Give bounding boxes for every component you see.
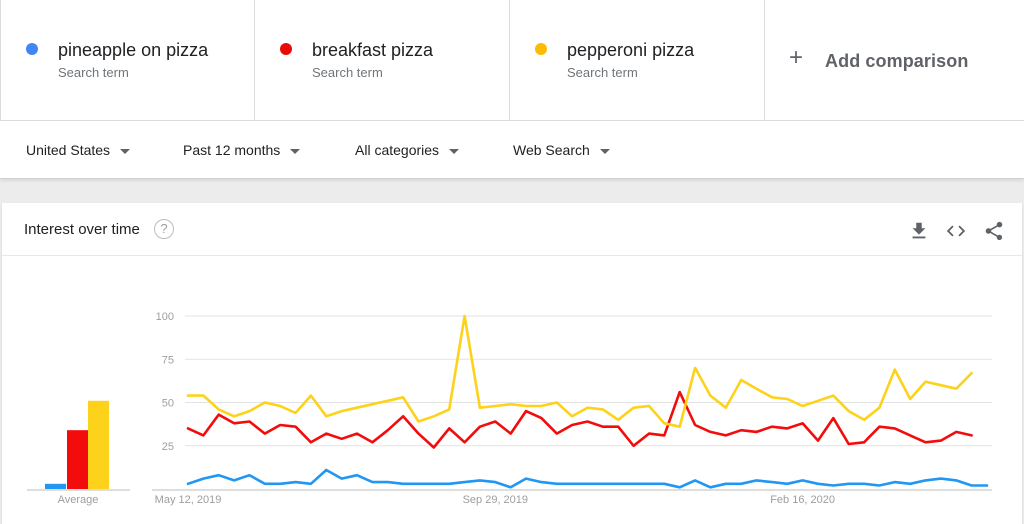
term-name: breakfast pizza bbox=[312, 40, 434, 60]
region-dropdown[interactable]: United States bbox=[26, 142, 131, 158]
term-type-label: Search term bbox=[567, 65, 638, 80]
help-icon[interactable]: ? bbox=[154, 219, 174, 239]
category-dropdown[interactable]: All categories bbox=[355, 142, 460, 158]
average-bar bbox=[67, 430, 88, 489]
comparison-terms-bar: pineapple on pizza Search term breakfast… bbox=[0, 0, 1024, 121]
share-icon[interactable] bbox=[983, 220, 1005, 242]
time-range-value: Past 12 months bbox=[183, 142, 281, 158]
x-tick-label: Sep 29, 2019 bbox=[463, 494, 528, 506]
term-name: pepperoni pizza bbox=[567, 40, 695, 60]
card-title: Interest over time bbox=[24, 221, 140, 238]
y-tick-label: 75 bbox=[162, 354, 174, 366]
interest-over-time-card: Interest over time ? 100 75 50 25 May 12, 20… bbox=[2, 203, 1022, 524]
term-type-label: Search term bbox=[312, 65, 383, 80]
dropdown-arrow-icon bbox=[599, 148, 610, 154]
average-bar bbox=[88, 400, 109, 489]
series-line-pineapple-on-pizza bbox=[186, 468, 989, 489]
series-color-dot bbox=[535, 43, 547, 55]
time-range-dropdown[interactable]: Past 12 months bbox=[183, 142, 301, 158]
average-bar bbox=[45, 483, 66, 489]
dropdown-arrow-icon bbox=[449, 148, 460, 154]
series-line-pepperoni-pizza bbox=[186, 314, 973, 428]
filter-bar: United States Past 12 months All categor… bbox=[0, 121, 1024, 179]
region-value: United States bbox=[26, 142, 111, 158]
search-property-dropdown[interactable]: Web Search bbox=[513, 142, 610, 158]
series-color-dot bbox=[280, 43, 292, 55]
add-comparison-label: Add comparison bbox=[825, 51, 969, 71]
term-card-2[interactable]: breakfast pizza Search term bbox=[255, 0, 510, 120]
y-tick-label: 50 bbox=[162, 398, 174, 410]
term-name: pineapple on pizza bbox=[58, 40, 209, 60]
term-type-label: Search term bbox=[58, 65, 129, 80]
dropdown-arrow-icon bbox=[290, 148, 301, 154]
embed-code-icon[interactable] bbox=[945, 220, 967, 242]
y-tick-label: 25 bbox=[162, 441, 174, 453]
x-tick-label: Feb 16, 2020 bbox=[770, 494, 835, 506]
term-card-1[interactable]: pineapple on pizza Search term bbox=[0, 0, 255, 120]
download-icon[interactable] bbox=[908, 220, 930, 242]
interest-chart: 100 75 50 25 May 12, 2019 Sep 29, 2019 Feb 16,… bbox=[27, 311, 992, 506]
card-header: Interest over time ? bbox=[2, 203, 1022, 256]
search-property-value: Web Search bbox=[513, 142, 590, 158]
average-label: Average bbox=[58, 494, 99, 506]
series-line-breakfast-pizza bbox=[186, 390, 973, 449]
x-tick-label: May 12, 2019 bbox=[155, 494, 222, 506]
plus-icon: + bbox=[789, 44, 804, 71]
series-color-dot bbox=[26, 43, 38, 55]
term-card-3[interactable]: pepperoni pizza Search term bbox=[510, 0, 765, 120]
dropdown-arrow-icon bbox=[120, 148, 131, 154]
y-tick-label: 100 bbox=[156, 311, 174, 323]
add-comparison-button[interactable]: + Add comparison bbox=[765, 0, 1024, 120]
category-value: All categories bbox=[355, 142, 440, 158]
